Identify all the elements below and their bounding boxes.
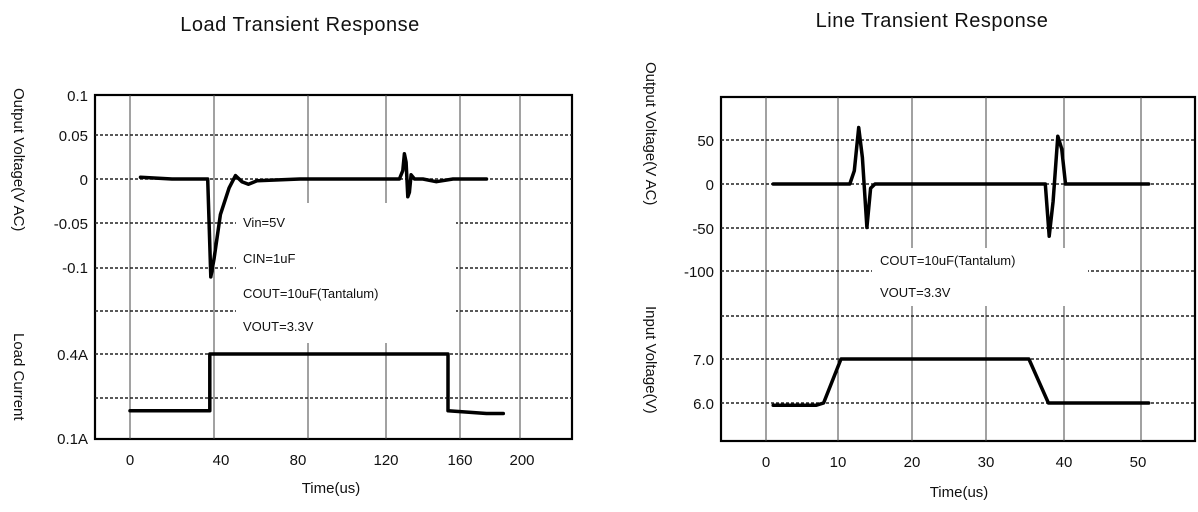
annotation-cout: COUT=10uF(Tantalum) — [880, 253, 1015, 268]
y-tick-label: 6.0 — [693, 396, 714, 413]
x-tick-label: 10 — [830, 454, 847, 471]
annotation-background — [872, 248, 1088, 306]
x-tick-label: 20 — [904, 454, 921, 471]
y-axis-label-top: Output Voltage(V AC) — [10, 88, 27, 231]
plot-frame — [93, 93, 574, 441]
x-tick-label: 30 — [978, 454, 995, 471]
x-axis-label: Time(us) — [930, 484, 989, 501]
chart-title: Line Transient Response — [816, 10, 1049, 32]
input-voltage-trace — [771, 357, 1151, 407]
y-tick-label: 50 — [697, 133, 714, 150]
chart-title: Load Transient Response — [180, 14, 419, 36]
traces — [771, 125, 1151, 407]
y-axis-label-top: Output Voltage(V AC) — [642, 62, 659, 205]
x-tick-label: 40 — [1056, 454, 1073, 471]
output-voltage-trace — [138, 152, 489, 279]
x-axis-label: Time(us) — [302, 480, 361, 497]
x-tick-label: 50 — [1130, 454, 1147, 471]
line-transient-chart: Line Transient Response 50 0 -50 -100 7.… — [642, 10, 1197, 501]
annotation-vin: Vin=5V — [243, 215, 285, 230]
annotation-cout: COUT=10uF(Tantalum) — [243, 286, 378, 301]
x-tick-label: 200 — [509, 452, 534, 469]
y-tick-label: 0.05 — [59, 128, 88, 145]
traces — [128, 152, 506, 416]
plot-frame — [719, 95, 1197, 443]
x-tick-label: 80 — [290, 452, 307, 469]
y-tick-label: -0.05 — [54, 216, 88, 233]
y-tick-label: 0.1A — [57, 431, 88, 448]
load-transient-chart: Load Transient Response 0.1 0.05 0 -0.05… — [10, 14, 574, 497]
y-axis-label-bottom: Load Current — [10, 333, 27, 421]
annotation-vout: VOUT=3.3V — [880, 285, 951, 300]
y-tick-label: 0.1 — [67, 88, 88, 105]
y-tick-label: -100 — [684, 264, 714, 281]
output-voltage-trace — [771, 125, 1151, 238]
y-tick-label: 0 — [706, 177, 714, 194]
y-tick-label: 0.4A — [57, 347, 88, 364]
annotation-background — [236, 203, 456, 343]
y-tick-label: 7.0 — [693, 352, 714, 369]
y-tick-label: -0.1 — [62, 260, 88, 277]
x-tick-label: 120 — [373, 452, 398, 469]
x-tick-label: 40 — [213, 452, 230, 469]
x-tick-label: 0 — [126, 452, 134, 469]
annotation-box: COUT=10uF(Tantalum) VOUT=3.3V — [872, 248, 1088, 306]
x-tick-label: 0 — [762, 454, 770, 471]
load-current-trace — [128, 352, 506, 416]
y-axis-label-bottom: Input Voltage(V) — [642, 306, 659, 414]
y-tick-label: -50 — [692, 221, 714, 238]
y-tick-label: 0 — [80, 172, 88, 189]
annotation-box: Vin=5V CIN=1uF COUT=10uF(Tantalum) VOUT=… — [236, 203, 456, 343]
annotation-vout: VOUT=3.3V — [243, 319, 314, 334]
annotation-cin: CIN=1uF — [243, 251, 295, 266]
x-tick-label: 160 — [447, 452, 472, 469]
